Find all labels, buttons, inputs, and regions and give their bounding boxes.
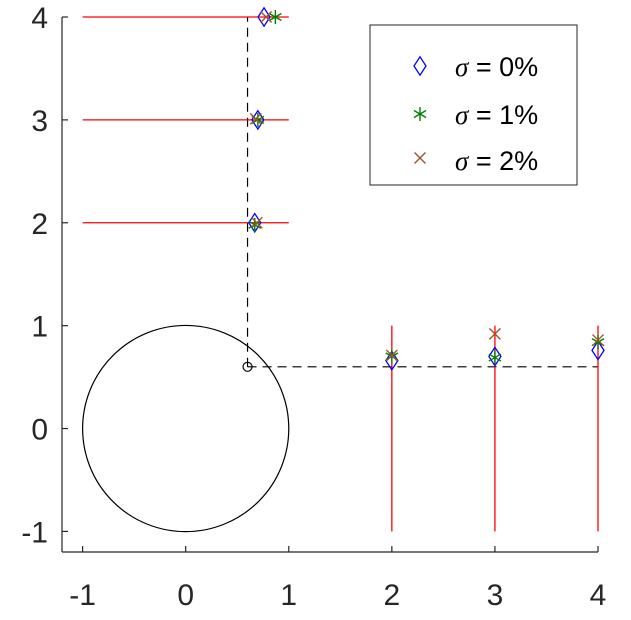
series-0-point-3: [385, 350, 399, 372]
legend-sigma-symbol: σ: [455, 52, 470, 82]
legend-label-0: = 0%: [468, 52, 538, 82]
series-2-point-2: [250, 216, 263, 229]
y-tick-label-3: 2: [31, 208, 48, 241]
plot-area: [82, 6, 605, 533]
legend: σ = 0% σ = 1% σ = 2%: [369, 24, 578, 186]
y-tick-label-1: 0: [31, 414, 48, 447]
x-tick-label-5: 4: [590, 579, 607, 612]
series-2-point-4: [488, 327, 501, 340]
legend-marker-0: [413, 55, 427, 77]
y-tick-label-4: 3: [31, 105, 48, 138]
series-0-point-2: [247, 212, 262, 234]
series-2-point-0-stroke-1: [260, 11, 273, 23]
unit-circle: [82, 324, 290, 533]
y-tick-label-5: 4: [31, 2, 48, 35]
y-tick-label-0: -1: [21, 516, 48, 549]
legend-entry-1: σ = 1%: [455, 100, 538, 130]
series-2-point-5-stroke-1: [592, 334, 604, 347]
legend-sigma-symbol: σ: [455, 100, 470, 130]
series-2-point-0: [260, 11, 273, 23]
series-2-point-5: [592, 334, 604, 347]
legend-label-2: = 2%: [468, 146, 538, 176]
legend-label-1: = 1%: [468, 100, 538, 130]
x-tick-label-4: 3: [487, 579, 504, 612]
legend-marker-1: [413, 107, 427, 121]
x-tick-label-2: 1: [280, 579, 297, 612]
series-0-point-0: [257, 6, 271, 28]
legend-entry-2: σ = 2%: [455, 146, 538, 176]
source-point-marker: [242, 361, 253, 372]
axes: -1 0 1 2 3 4 -1 0 1 2 3 4: [21, 2, 606, 612]
series-2-point-1-stroke-1: [249, 112, 262, 125]
x-tick-label-3: 2: [384, 579, 401, 612]
series-1-point-0: [268, 10, 282, 24]
x-tick-label-0: -1: [69, 579, 96, 612]
legend-marker-1-stroke-2: [413, 109, 427, 119]
series-2-point-4-stroke-1: [488, 327, 501, 340]
series-2-point-2-stroke-1: [250, 216, 263, 229]
legend-marker-2: [414, 152, 426, 164]
legend-entry-0: σ = 0%: [455, 52, 538, 82]
series-2-point-3-stroke-1: [385, 349, 398, 362]
series-0-point-4: [488, 346, 502, 367]
series-1-point-4: [488, 350, 502, 365]
series-0-point-5: [591, 339, 605, 361]
legend-markers: [413, 55, 427, 164]
series-1-point-1-stroke-2: [251, 115, 265, 124]
legend-box: [369, 24, 578, 186]
legend-sigma-symbol: σ: [455, 146, 470, 176]
series-2-point-3: [385, 349, 398, 362]
y-tick-label-2: 1: [31, 311, 48, 344]
series-1-point-4-stroke-2: [488, 353, 502, 362]
series-2-point-1: [249, 112, 262, 125]
legend-marker-2-stroke-1: [414, 152, 426, 164]
series-1-point-0-stroke-2: [268, 12, 282, 22]
x-tick-label-1: 0: [177, 579, 194, 612]
